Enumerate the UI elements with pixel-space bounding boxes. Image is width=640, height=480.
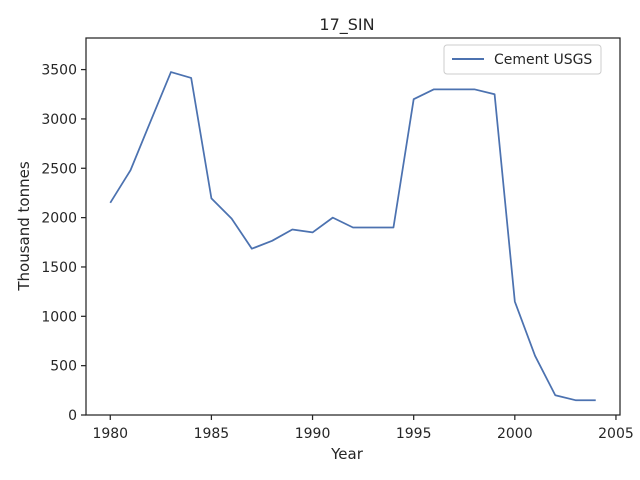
x-tick-label: 1985 — [194, 426, 230, 442]
legend-label-cement-usgs: Cement USGS — [494, 52, 592, 68]
y-tick-label: 500 — [50, 359, 77, 375]
x-axis-ticks: 1980 1985 1990 1995 2000 2005 — [92, 415, 634, 442]
y-tick-label: 1500 — [41, 260, 77, 276]
y-tick-label: 3000 — [41, 112, 77, 128]
plot-area-frame — [85, 37, 621, 416]
series-layer — [109, 71, 596, 402]
y-tick-label: 0 — [68, 408, 77, 424]
y-tick-label: 2000 — [41, 211, 77, 227]
x-tick-label: 1990 — [295, 426, 331, 442]
x-tick-label: 1995 — [396, 426, 432, 442]
y-tick-label: 1000 — [41, 309, 77, 325]
y-axis-ticks: 0 500 1000 1500 2000 2500 3000 3500 — [41, 63, 86, 424]
y-axis-label: Thousand tonnes — [15, 161, 33, 291]
legend: Cement USGS — [443, 44, 602, 75]
x-tick-label: 1980 — [92, 426, 128, 442]
x-axis-label: Year — [330, 445, 364, 463]
x-tick-label: 2000 — [497, 426, 533, 442]
y-tick-label: 2500 — [41, 161, 77, 177]
x-tick-label: 2005 — [598, 426, 634, 442]
legend-box — [443, 44, 602, 75]
y-tick-label: 3500 — [41, 63, 77, 79]
chart-title: 17_SIN — [319, 15, 374, 35]
series-line-cement-usgs — [109, 71, 596, 402]
